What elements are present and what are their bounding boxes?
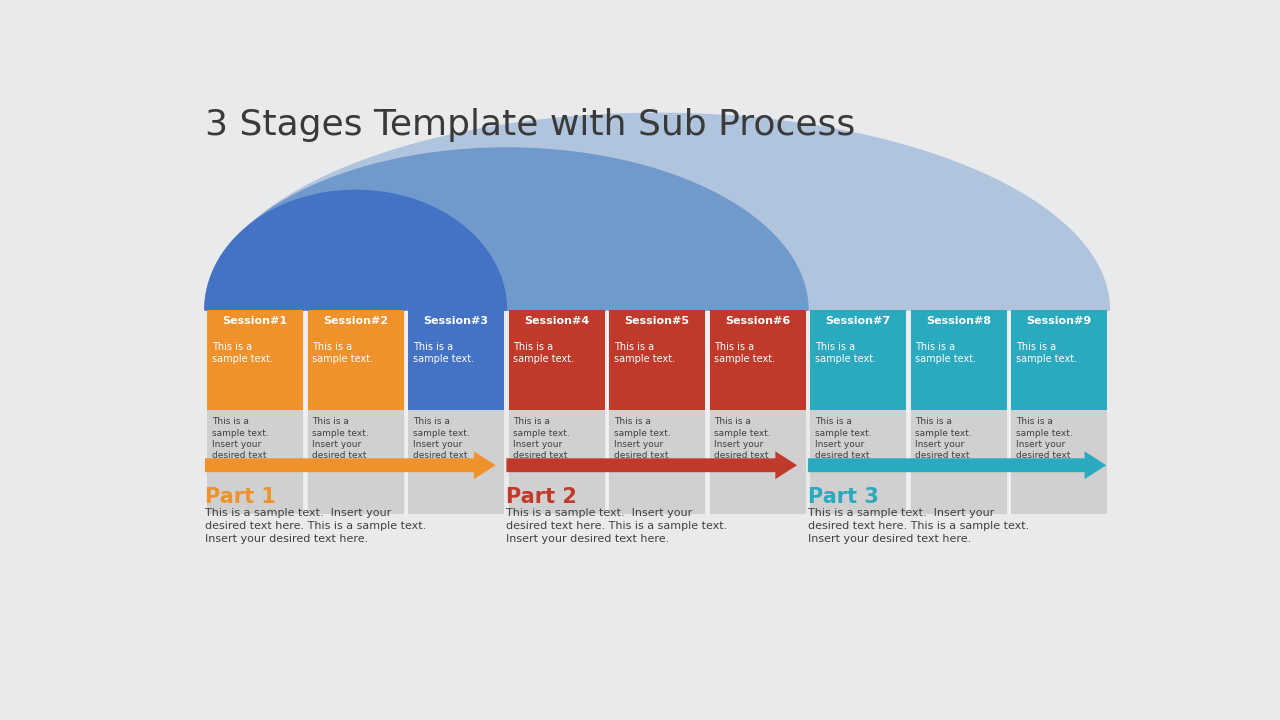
Text: This is a
sample text.
Insert your
desired text
here.: This is a sample text. Insert your desir… <box>614 418 671 471</box>
FancyArrow shape <box>507 451 797 479</box>
Text: This is a
sample text.
Insert your
desired text
here.: This is a sample text. Insert your desir… <box>212 418 269 471</box>
Text: Session#5: Session#5 <box>625 316 690 326</box>
Bar <box>307 310 403 410</box>
Text: 3 Stages Template with Sub Process: 3 Stages Template with Sub Process <box>205 108 855 142</box>
Bar <box>207 410 303 514</box>
Bar <box>207 310 303 410</box>
Bar <box>910 310 1006 410</box>
Bar <box>810 410 906 514</box>
Polygon shape <box>205 113 1110 310</box>
Text: This is a
sample text.: This is a sample text. <box>413 342 474 364</box>
Text: This is a
sample text.
Insert your
desired text
here.: This is a sample text. Insert your desir… <box>815 418 872 471</box>
Bar <box>408 310 504 410</box>
Text: Session#7: Session#7 <box>826 316 891 326</box>
Text: This is a
sample text.
Insert your
desired text
here.: This is a sample text. Insert your desir… <box>714 418 771 471</box>
Bar <box>1011 310 1107 410</box>
Text: Part 3: Part 3 <box>808 487 879 507</box>
Text: This is a
sample text.: This is a sample text. <box>312 342 374 364</box>
Bar <box>508 410 604 514</box>
Bar <box>508 310 604 410</box>
Text: This is a sample text.  Insert your
desired text here. This is a sample text.
In: This is a sample text. Insert your desir… <box>808 508 1029 544</box>
FancyArrow shape <box>808 451 1106 479</box>
FancyArrow shape <box>205 451 495 479</box>
Bar <box>709 410 805 514</box>
Text: This is a
sample text.
Insert your
desired text
here.: This is a sample text. Insert your desir… <box>1016 418 1073 471</box>
Text: This is a sample text.  Insert your
desired text here. This is a sample text.
In: This is a sample text. Insert your desir… <box>507 508 727 544</box>
Text: This is a
sample text.: This is a sample text. <box>212 342 273 364</box>
Text: Part 2: Part 2 <box>507 487 577 507</box>
Text: This is a
sample text.: This is a sample text. <box>815 342 876 364</box>
Text: This is a
sample text.: This is a sample text. <box>513 342 575 364</box>
Text: Session#1: Session#1 <box>223 316 288 326</box>
Bar <box>810 310 906 410</box>
Text: This is a
sample text.: This is a sample text. <box>1016 342 1076 364</box>
Text: This is a
sample text.
Insert your
desired text
here.: This is a sample text. Insert your desir… <box>915 418 972 471</box>
Text: This is a
sample text.: This is a sample text. <box>614 342 675 364</box>
Text: This is a
sample text.
Insert your
desired text
here.: This is a sample text. Insert your desir… <box>513 418 570 471</box>
Bar <box>910 410 1006 514</box>
Bar <box>609 310 705 410</box>
Text: This is a
sample text.
Insert your
desired text
here.: This is a sample text. Insert your desir… <box>413 418 470 471</box>
Bar <box>1011 410 1107 514</box>
Text: This is a
sample text.
Insert your
desired text
here.: This is a sample text. Insert your desir… <box>312 418 369 471</box>
Text: This is a
sample text.: This is a sample text. <box>915 342 977 364</box>
Text: This is a
sample text.: This is a sample text. <box>714 342 776 364</box>
Bar <box>307 410 403 514</box>
Text: Part 1: Part 1 <box>205 487 275 507</box>
Polygon shape <box>205 190 507 310</box>
Bar <box>408 410 504 514</box>
Bar <box>709 310 805 410</box>
Text: Session#3: Session#3 <box>424 316 489 326</box>
Text: Session#6: Session#6 <box>724 316 790 326</box>
Text: This is a sample text.  Insert your
desired text here. This is a sample text.
In: This is a sample text. Insert your desir… <box>205 508 426 544</box>
Text: Session#4: Session#4 <box>524 316 589 326</box>
Polygon shape <box>205 148 808 310</box>
Text: Session#9: Session#9 <box>1027 316 1092 326</box>
Text: Session#2: Session#2 <box>323 316 388 326</box>
Text: Session#8: Session#8 <box>925 316 991 326</box>
Bar <box>609 410 705 514</box>
